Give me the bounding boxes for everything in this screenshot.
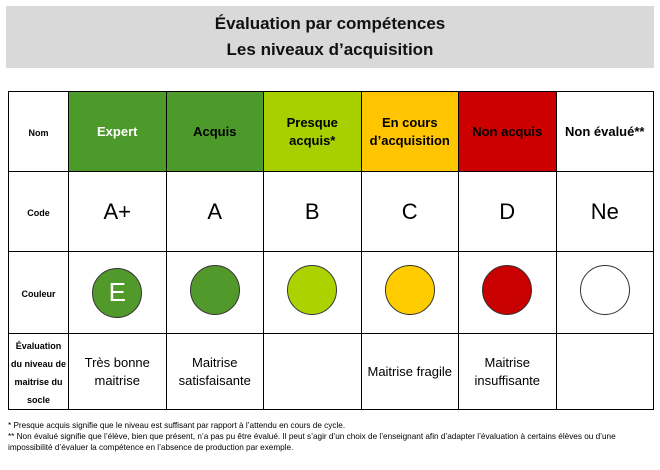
color-cell [458, 251, 557, 334]
code-cell: B [263, 171, 362, 252]
color-dot-presque-acquis [287, 265, 338, 315]
table-row-code: Code A+ A B C D Ne [8, 171, 654, 252]
level-name-cell-en-cours: En cours d’acquisition [360, 91, 459, 172]
color-cell [360, 251, 459, 334]
row-label-text: Nom [28, 127, 49, 138]
row-label-text: Code [27, 207, 50, 218]
level-name-cell-expert: Expert [68, 91, 167, 172]
level-code: B [304, 198, 320, 224]
row-label-color: Couleur [8, 251, 69, 334]
evaluation-cell: Maitrise satisfaisante [165, 333, 264, 410]
footnote-presque-acquis: * Presque acquis signifie que le niveau … [8, 421, 346, 430]
title-banner: Évaluation par compétences Les niveaux d… [6, 6, 654, 68]
row-label-text: Évaluation du niveau de maitrise du socl… [11, 340, 67, 405]
color-dot-en-cours [384, 265, 435, 315]
code-cell: Ne [555, 171, 654, 252]
code-cell: A+ [68, 171, 167, 252]
level-code: D [499, 198, 516, 224]
evaluation-cell [263, 333, 362, 410]
evaluation-cell: Maitrise fragile [360, 333, 459, 410]
row-label-evaluation: Évaluation du niveau de maitrise du socl… [8, 333, 69, 410]
page-subtitle: Les niveaux d’acquisition [226, 40, 434, 59]
table-row-color: Couleur E [8, 251, 654, 334]
level-name-cell-acquis: Acquis [165, 91, 264, 172]
level-name: Presque acquis* [286, 114, 338, 148]
table-row-evaluation: Évaluation du niveau de maitrise du socl… [8, 333, 654, 410]
row-label-name: Nom [8, 91, 69, 172]
level-code: A+ [103, 198, 132, 224]
code-cell: C [360, 171, 459, 252]
code-cell: D [458, 171, 557, 252]
color-dot-acquis [189, 265, 240, 315]
level-evaluation: Très bonne maitrise [84, 354, 150, 388]
level-evaluation: Maitrise insuffisante [474, 354, 541, 388]
level-name: Non évalué** [565, 123, 645, 139]
page-title: Évaluation par compétences [214, 14, 446, 33]
row-label-code: Code [8, 171, 69, 252]
footnotes: * Presque acquis signifie que le niveau … [8, 420, 653, 453]
level-name: Acquis [193, 123, 237, 139]
level-code: A [207, 198, 223, 224]
color-cell: E [68, 251, 167, 334]
table-row-name: Nom Expert Acquis Presque acquis* En cou… [8, 91, 654, 172]
level-name-cell-non-evalue: Non évalué** [555, 91, 654, 172]
color-dot-non-evalue [579, 265, 630, 315]
color-cell [263, 251, 362, 334]
level-name-cell-presque-acquis: Presque acquis* [263, 91, 362, 172]
level-evaluation: Maitrise fragile [367, 363, 453, 379]
color-cell [165, 251, 264, 334]
level-name: Expert [97, 123, 138, 139]
row-label-text: Couleur [21, 288, 56, 299]
level-code: C [401, 198, 418, 224]
level-name: Non acquis [472, 123, 543, 139]
levels-table: Nom Expert Acquis Presque acquis* En cou… [8, 91, 654, 410]
color-dot-non-acquis [482, 265, 533, 315]
footnote-non-evalue: ** Non évalué signifie que l’élève, bien… [8, 432, 616, 452]
level-name-cell-non-acquis: Non acquis [458, 91, 557, 172]
evaluation-cell: Très bonne maitrise [68, 333, 167, 410]
code-cell: A [165, 171, 264, 252]
evaluation-cell [555, 333, 654, 410]
level-evaluation: Maitrise satisfaisante [178, 354, 251, 388]
level-code: Ne [590, 198, 619, 224]
color-cell [555, 251, 654, 334]
color-dot-expert: E [92, 267, 143, 318]
evaluation-cell: Maitrise insuffisante [458, 333, 557, 410]
level-name: En cours d’acquisition [369, 114, 450, 148]
